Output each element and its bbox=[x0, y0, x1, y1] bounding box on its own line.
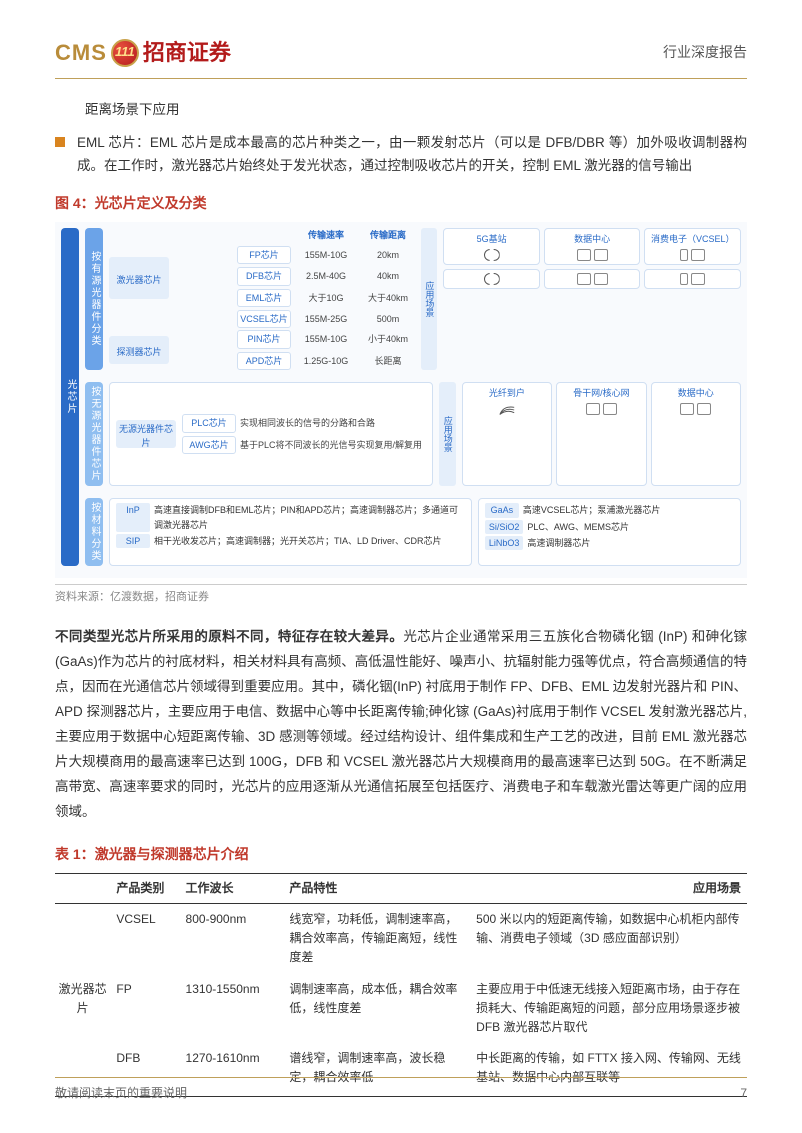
server-icon bbox=[603, 403, 617, 415]
phone-icon bbox=[680, 273, 688, 285]
mat-inp: InP bbox=[116, 503, 150, 532]
cell-prod: VCSEL bbox=[110, 904, 179, 974]
th-application: 应用场景 bbox=[470, 873, 747, 903]
server-icon bbox=[594, 273, 608, 285]
mat-gaas: GaAs bbox=[485, 503, 519, 517]
table-row: FP 1310-1550nm 调制速率高，成本低，耦合效率低，线性度差 主要应用… bbox=[55, 974, 747, 1044]
scene-ftth: 光纤到户 bbox=[462, 382, 552, 486]
server-icon bbox=[577, 249, 591, 261]
fiber-icon bbox=[498, 403, 516, 417]
bullet-item-eml: EML 芯片：EML 芯片是成本最高的芯片种类之一，由一颗发射芯片（可以是 DF… bbox=[55, 131, 747, 178]
scene-5g: 5G基站 bbox=[443, 228, 540, 264]
table-number: 表 1： bbox=[55, 846, 95, 862]
server-icon bbox=[697, 403, 711, 415]
table1: 产品类别 工作波长 产品特性 应用场景 激光器芯片 VCSEL 800-900n… bbox=[55, 873, 747, 1094]
cell-app: 500 米以内的短距离传输，如数据中心机柜内部传输、消费电子领域（3D 感应面部… bbox=[470, 904, 747, 974]
laser-label: 激光器芯片 bbox=[109, 257, 169, 299]
th-product: 产品类别 bbox=[110, 873, 179, 903]
tablet-icon bbox=[691, 273, 705, 285]
header-divider bbox=[55, 78, 747, 79]
logo-icon: 111 bbox=[111, 39, 139, 67]
cell-wave: 1310-1550nm bbox=[180, 974, 284, 1044]
figure-title: 光芯片定义及分类 bbox=[95, 195, 207, 211]
continuation-line: 距离场景下应用 bbox=[85, 99, 747, 121]
cell-app: 主要应用于中低速无线接入短距离市场，由于存在损耗大、传输距离短的问题，部分应用场… bbox=[470, 974, 747, 1044]
hdr-dist: 传输距离 bbox=[361, 228, 415, 242]
antenna-icon bbox=[484, 273, 500, 285]
page-number: 7 bbox=[740, 1084, 747, 1103]
row-group-laser: 激光器芯片 bbox=[55, 904, 110, 1094]
chip-pin: PIN芯片 bbox=[237, 330, 291, 348]
square-bullet-icon bbox=[55, 137, 65, 147]
category-passive: 按无源光器件芯片 bbox=[85, 382, 103, 486]
paragraph-materials: 不同类型光芯片所采用的原料不同，特征存在较大差异。光芯片企业通常采用三五族化合物… bbox=[55, 625, 747, 825]
table-title: 激光器与探测器芯片介绍 bbox=[95, 846, 249, 862]
para-bold: 不同类型光芯片所采用的原料不同，特征存在较大差异。 bbox=[55, 629, 403, 644]
figure-number: 图 4： bbox=[55, 195, 95, 211]
material-left: InP高速直接调制DFB和EML芯片；PIN和APD芯片；高速调制器芯片；多通道… bbox=[109, 498, 472, 566]
category-material: 按材料分类 bbox=[85, 498, 103, 566]
mat-sisio2: Si/SiO2 bbox=[485, 520, 524, 534]
table1-caption: 表 1：激光器与探测器芯片介绍 bbox=[55, 843, 747, 865]
table-row: 激光器芯片 VCSEL 800-900nm 线宽窄，功耗低，调制速率高，耦合效率… bbox=[55, 904, 747, 974]
chip-vcsel: VCSEL芯片 bbox=[237, 310, 291, 328]
figure4-caption: 图 4：光芯片定义及分类 bbox=[55, 192, 747, 214]
tablet-icon bbox=[691, 249, 705, 261]
server-icon bbox=[586, 403, 600, 415]
scene-ce-2 bbox=[644, 269, 741, 289]
para-rest: 光芯片企业通常采用三五族化合物磷化铟 (InP) 和砷化镓 (GaAs)作为芯片… bbox=[55, 629, 747, 819]
cell-wave: 800-900nm bbox=[180, 904, 284, 974]
footer-note: 敬请阅读末页的重要说明 bbox=[55, 1084, 187, 1103]
scene-dc3: 数据中心 bbox=[651, 382, 741, 486]
chip-apd: APD芯片 bbox=[237, 352, 291, 370]
mat-linbo3: LiNbO3 bbox=[485, 536, 524, 550]
detector-label: 探测器芯片 bbox=[109, 336, 169, 364]
scene-dc-2 bbox=[544, 269, 641, 289]
doc-type: 行业深度报告 bbox=[663, 41, 747, 63]
th-wavelength: 工作波长 bbox=[180, 873, 284, 903]
root-bar: 光芯片 bbox=[61, 228, 79, 566]
mat-sip: SIP bbox=[116, 534, 150, 548]
chip-awg: AWG芯片 bbox=[182, 436, 236, 454]
category-active: 按有源光器件分类 bbox=[85, 228, 103, 370]
scene-label-1: 应用场景 bbox=[421, 228, 437, 370]
scene-ce: 消费电子（VCSEL） bbox=[644, 228, 741, 264]
brand-name: 招商证券 bbox=[143, 35, 231, 70]
figure4-source: 资料来源：亿渡数据，招商证券 bbox=[55, 584, 747, 607]
chip-dfb: DFB芯片 bbox=[237, 267, 291, 285]
chip-eml: EML芯片 bbox=[237, 289, 291, 307]
cell-prod: FP bbox=[110, 974, 179, 1044]
cms-mark: CMS bbox=[55, 35, 107, 70]
th-blank bbox=[55, 873, 110, 903]
figure4-diagram: 光芯片 按有源光器件分类 激光器芯片 传输速率传输距离 FP芯片155M-10G… bbox=[55, 222, 747, 578]
server-icon bbox=[594, 249, 608, 261]
hdr-speed: 传输速率 bbox=[295, 228, 357, 242]
server-icon bbox=[680, 403, 694, 415]
table-header-row: 产品类别 工作波长 产品特性 应用场景 bbox=[55, 873, 747, 903]
brand-logo: CMS 111 招商证券 bbox=[55, 35, 231, 70]
th-feature: 产品特性 bbox=[283, 873, 470, 903]
cell-feat: 线宽窄，功耗低，调制速率高，耦合效率高，传输距离短，线性度差 bbox=[283, 904, 470, 974]
scene-backbone: 骨干网/核心网 bbox=[556, 382, 646, 486]
material-right: GaAs高速VCSEL芯片；泵浦激光器芯片 Si/SiO2PLC、AWG、MEM… bbox=[478, 498, 741, 566]
bullet-text: EML 芯片：EML 芯片是成本最高的芯片种类之一，由一颗发射芯片（可以是 DF… bbox=[77, 131, 747, 178]
scene-label-2: 应用场景 bbox=[439, 382, 455, 486]
antenna-icon bbox=[484, 249, 500, 261]
cell-feat: 调制速率高，成本低，耦合效率低，线性度差 bbox=[283, 974, 470, 1044]
page-header: CMS 111 招商证券 行业深度报告 bbox=[55, 35, 747, 70]
page-footer: 敬请阅读末页的重要说明 7 bbox=[55, 1077, 747, 1103]
scene-dc: 数据中心 bbox=[544, 228, 641, 264]
scene-5g-2 bbox=[443, 269, 540, 289]
chip-plc: PLC芯片 bbox=[182, 414, 236, 432]
chip-fp: FP芯片 bbox=[237, 246, 291, 264]
server-icon bbox=[577, 273, 591, 285]
phone-icon bbox=[680, 249, 688, 261]
passive-label: 无源光器件芯片 bbox=[116, 420, 176, 448]
